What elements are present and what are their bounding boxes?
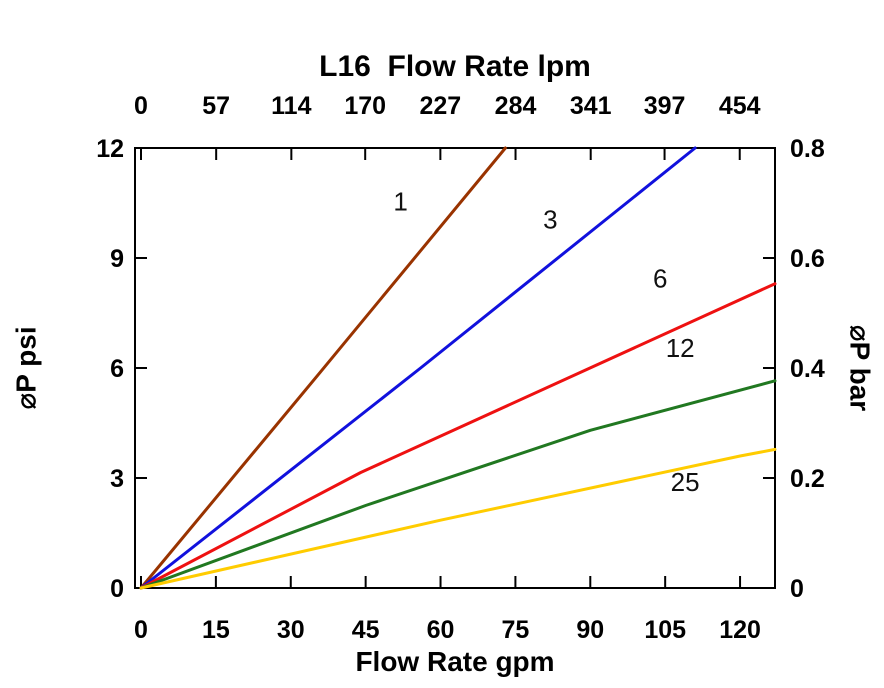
bottom-axis-title: Flow Rate gpm xyxy=(355,646,555,677)
bottom-tick-label: 120 xyxy=(719,616,761,644)
top-tick-label: 114 xyxy=(271,92,311,120)
right-axis-title: ⌀P bar xyxy=(844,324,876,412)
series-line-6 xyxy=(139,282,777,590)
series-label-1: 1 xyxy=(393,186,407,216)
bottom-tick-label: 30 xyxy=(277,616,305,644)
top-tick-label: 284 xyxy=(495,92,537,120)
left-tick-label: 3 xyxy=(110,465,124,493)
right-tick-label: 0.2 xyxy=(790,465,825,493)
top-tick-label: 397 xyxy=(644,92,686,120)
right-tick-label: 0.8 xyxy=(790,135,825,163)
series-line-25 xyxy=(139,447,777,590)
series-label-6: 6 xyxy=(653,263,667,293)
top-tick-label: 0 xyxy=(134,92,148,120)
series-line-1 xyxy=(139,146,507,590)
bottom-tick-label: 60 xyxy=(427,616,455,644)
series-label-3: 3 xyxy=(543,205,557,235)
bottom-tick-label: 105 xyxy=(644,616,686,644)
right-tick-label: 0 xyxy=(790,575,804,603)
left-tick-label: 9 xyxy=(110,245,124,273)
top-tick-label: 57 xyxy=(202,92,230,120)
bottom-tick-label: 15 xyxy=(202,616,230,644)
left-tick-label: 12 xyxy=(96,135,124,163)
right-tick-label: 0.4 xyxy=(790,355,825,383)
top-tick-label: 454 xyxy=(719,92,761,120)
right-tick-label: 0.6 xyxy=(790,245,825,273)
left-tick-label: 0 xyxy=(110,575,124,603)
top-axis-title: L16 Flow Rate lpm xyxy=(319,50,591,83)
bottom-tick-label: 0 xyxy=(134,616,148,644)
left-axis-title: ⌀P psi xyxy=(10,326,42,410)
top-tick-label: 227 xyxy=(420,92,462,120)
bottom-tick-label: 75 xyxy=(502,616,530,644)
top-tick-label: 341 xyxy=(570,92,612,120)
bottom-tick-label: 45 xyxy=(352,616,380,644)
bottom-tick-label: 90 xyxy=(576,616,604,644)
series-line-12 xyxy=(139,379,777,590)
series-label-25: 25 xyxy=(671,467,700,497)
plot-border xyxy=(134,147,776,589)
series-line-3 xyxy=(139,146,697,590)
top-tick-label: 170 xyxy=(344,92,386,120)
series-label-12: 12 xyxy=(666,333,695,363)
left-tick-label: 6 xyxy=(110,355,124,383)
